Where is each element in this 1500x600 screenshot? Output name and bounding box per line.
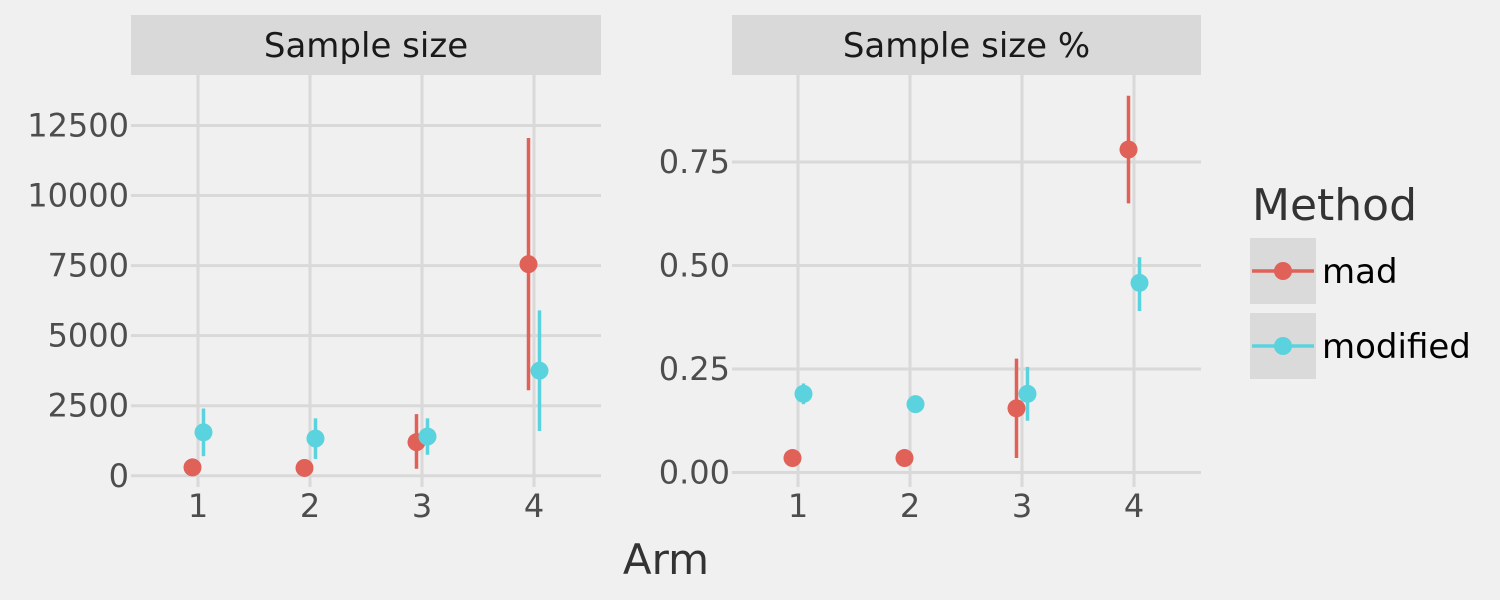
legend-label-mad: mad (1322, 252, 1398, 292)
x-tick-label: 4 (524, 487, 544, 525)
legend-label-modified: modified (1322, 327, 1471, 367)
point-modified (530, 361, 549, 380)
point-modified (1130, 273, 1149, 292)
point-mad (519, 255, 538, 274)
y-tick-label: 0.75 (659, 143, 730, 181)
y-tick-label: 2500 (48, 387, 129, 425)
x-tick-label: 1 (788, 487, 808, 525)
point-mad (895, 449, 914, 468)
point-modified (906, 395, 925, 414)
y-tick-label: 10000 (27, 177, 129, 215)
y-tick-label: 5000 (48, 317, 129, 355)
panel-sample-size: Sample size 0 2500 5000 7500 10000 12500 1 2 3 4 (27, 15, 601, 525)
panel-strip (131, 15, 601, 75)
point-mad (1119, 140, 1138, 159)
y-tick-label: 0 (109, 457, 129, 495)
point-mad (295, 458, 314, 477)
point-modified (1018, 384, 1037, 403)
point-mad (183, 458, 202, 477)
x-tick-label: 2 (900, 487, 920, 525)
x-tick-label: 3 (412, 487, 432, 525)
y-tick-label: 0.00 (659, 454, 730, 492)
panel-sample-size-percent: Sample size % 0.00 0.25 0.50 0.75 1 2 3 4 (659, 15, 1201, 525)
x-tick-label: 2 (300, 487, 320, 525)
panel-strip (732, 15, 1201, 75)
y-tick-label: 0.50 (659, 246, 730, 284)
point-mad (1007, 399, 1026, 418)
x-tick-label: 3 (1012, 487, 1032, 525)
panel-title: Sample size % (843, 26, 1090, 66)
x-axis-title: Arm (623, 535, 709, 584)
legend: Method mad modified (1250, 180, 1471, 379)
legend-key-point (1274, 262, 1292, 280)
legend-key-point (1274, 337, 1292, 355)
point-modified (418, 427, 437, 446)
panel-title: Sample size (264, 26, 468, 66)
point-mad (783, 449, 802, 468)
y-tick-label: 12500 (27, 106, 129, 144)
x-tick-label: 4 (1124, 487, 1144, 525)
y-tick-label: 7500 (48, 247, 129, 285)
x-tick-label: 1 (188, 487, 208, 525)
legend-title: Method (1252, 180, 1417, 231)
y-tick-label: 0.25 (659, 350, 730, 388)
point-modified (306, 429, 325, 448)
point-modified (194, 423, 213, 442)
point-modified (794, 384, 813, 403)
